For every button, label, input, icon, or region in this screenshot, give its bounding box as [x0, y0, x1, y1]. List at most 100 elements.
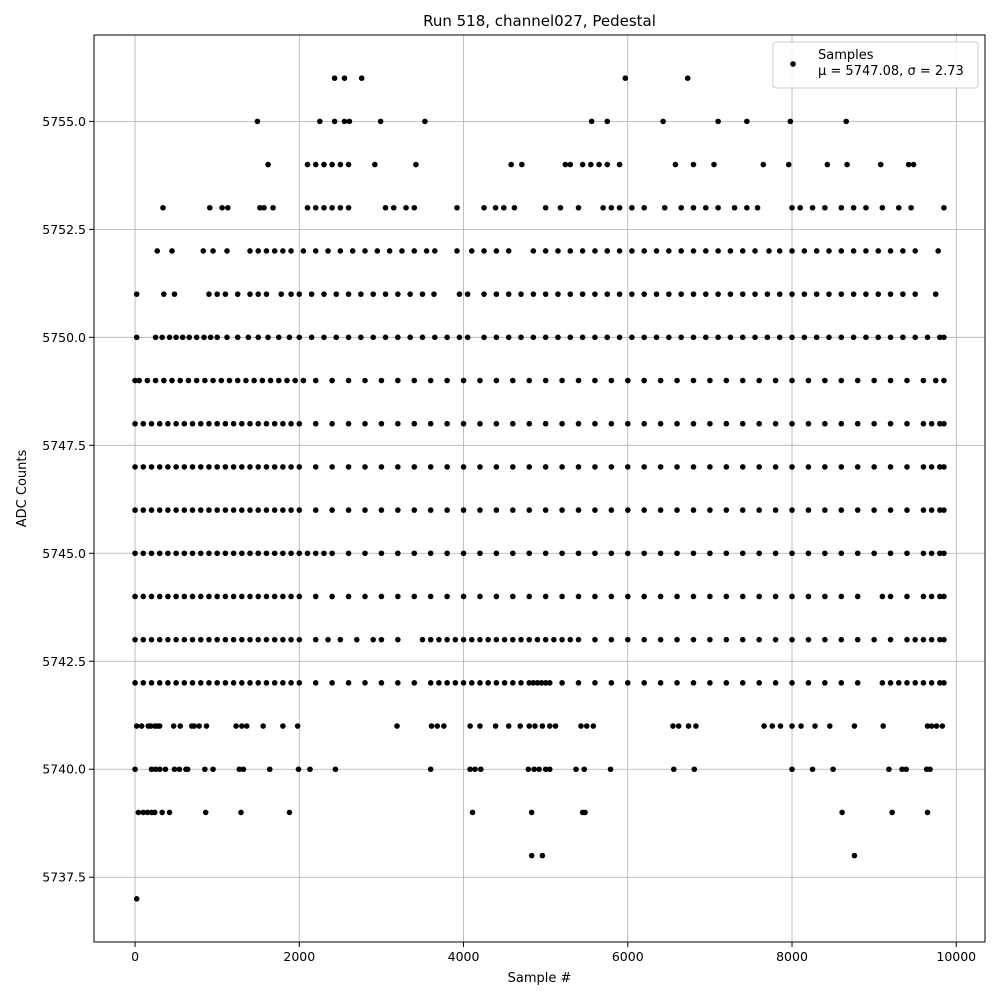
data-point: [378, 593, 385, 600]
data-point: [493, 680, 500, 686]
data-point: [789, 507, 795, 513]
data-point: [203, 723, 210, 729]
y-tick-label: 5742.5: [42, 654, 86, 669]
data-point: [189, 680, 196, 686]
data-point: [346, 118, 353, 125]
data-point: [854, 507, 861, 513]
data-point: [505, 334, 512, 341]
data-point: [161, 291, 167, 297]
data-point: [173, 464, 179, 470]
data-point: [181, 680, 188, 686]
data-point: [144, 377, 151, 384]
data-point: [871, 377, 877, 384]
data-point: [575, 204, 582, 211]
data-point: [801, 248, 808, 254]
data-point: [766, 248, 772, 254]
data-point: [468, 636, 475, 643]
data-point: [715, 118, 721, 125]
data-point: [772, 550, 779, 557]
data-point: [608, 377, 615, 384]
data-point: [156, 464, 163, 470]
x-tick-label: 8000: [776, 949, 808, 964]
data-point: [579, 334, 586, 341]
data-point: [165, 593, 171, 600]
data-point: [616, 334, 623, 341]
data-point: [280, 248, 286, 254]
data-point: [542, 507, 549, 513]
data-point: [271, 464, 278, 470]
data-point: [604, 248, 611, 254]
data-point: [444, 550, 450, 557]
data-point: [517, 723, 523, 729]
data-point: [752, 248, 758, 254]
data-point: [160, 204, 166, 211]
data-point: [177, 723, 184, 729]
data-point: [144, 809, 151, 816]
data-point: [247, 593, 253, 600]
data-point: [542, 291, 549, 297]
axis-ticks: 0 2000 4000 6000 8000 10000 5737.5 5740.0 5742.5…: [42, 114, 976, 964]
data-point: [156, 507, 163, 513]
data-point: [345, 204, 352, 211]
data-point: [641, 464, 647, 470]
data-point: [247, 248, 253, 254]
data-point: [460, 507, 467, 513]
data-point: [838, 507, 845, 513]
data-point: [492, 204, 499, 211]
data-point: [169, 248, 175, 254]
data-point: [337, 204, 344, 211]
data-point: [133, 896, 140, 902]
data-point: [518, 334, 524, 341]
data-point: [838, 680, 845, 686]
data-point: [772, 507, 779, 513]
data-point: [312, 464, 319, 470]
data-point: [887, 680, 894, 686]
data-point: [678, 248, 684, 254]
data-point: [222, 420, 229, 427]
data-point: [278, 291, 285, 297]
data-point: [789, 334, 795, 341]
data-point: [460, 680, 467, 686]
data-point: [838, 248, 845, 254]
data-point: [200, 248, 207, 254]
data-point: [575, 464, 582, 470]
data-point: [850, 291, 857, 297]
data-point: [608, 464, 615, 470]
data-point: [805, 420, 812, 427]
data-point: [329, 377, 335, 384]
data-point: [444, 334, 450, 341]
data-point: [321, 161, 327, 168]
data-point: [616, 248, 623, 254]
data-point: [559, 377, 565, 384]
data-point: [826, 723, 833, 729]
data-point: [739, 334, 746, 341]
data-point: [777, 723, 784, 729]
data-point: [526, 593, 533, 600]
data-point: [941, 636, 947, 643]
data-point: [805, 464, 812, 470]
data-point: [286, 809, 293, 816]
data-point: [247, 636, 253, 643]
data-point: [801, 291, 808, 297]
data-point: [850, 248, 857, 254]
data-point: [181, 507, 188, 513]
data-point: [156, 680, 163, 686]
data-point: [624, 507, 631, 513]
data-point: [886, 766, 892, 773]
y-tick-label: 5737.5: [42, 870, 86, 885]
data-point: [657, 464, 664, 470]
data-point: [731, 204, 738, 211]
data-point: [776, 248, 783, 254]
data-point: [532, 723, 538, 729]
data-point: [377, 118, 384, 125]
data-point: [752, 291, 758, 297]
data-point: [239, 593, 245, 600]
data-point: [559, 593, 565, 600]
data-point: [222, 680, 229, 686]
data-point: [304, 161, 311, 168]
data-point: [382, 334, 389, 341]
data-point: [559, 507, 565, 513]
data-point: [500, 204, 507, 211]
data-point: [296, 680, 303, 686]
data-point: [567, 636, 574, 643]
